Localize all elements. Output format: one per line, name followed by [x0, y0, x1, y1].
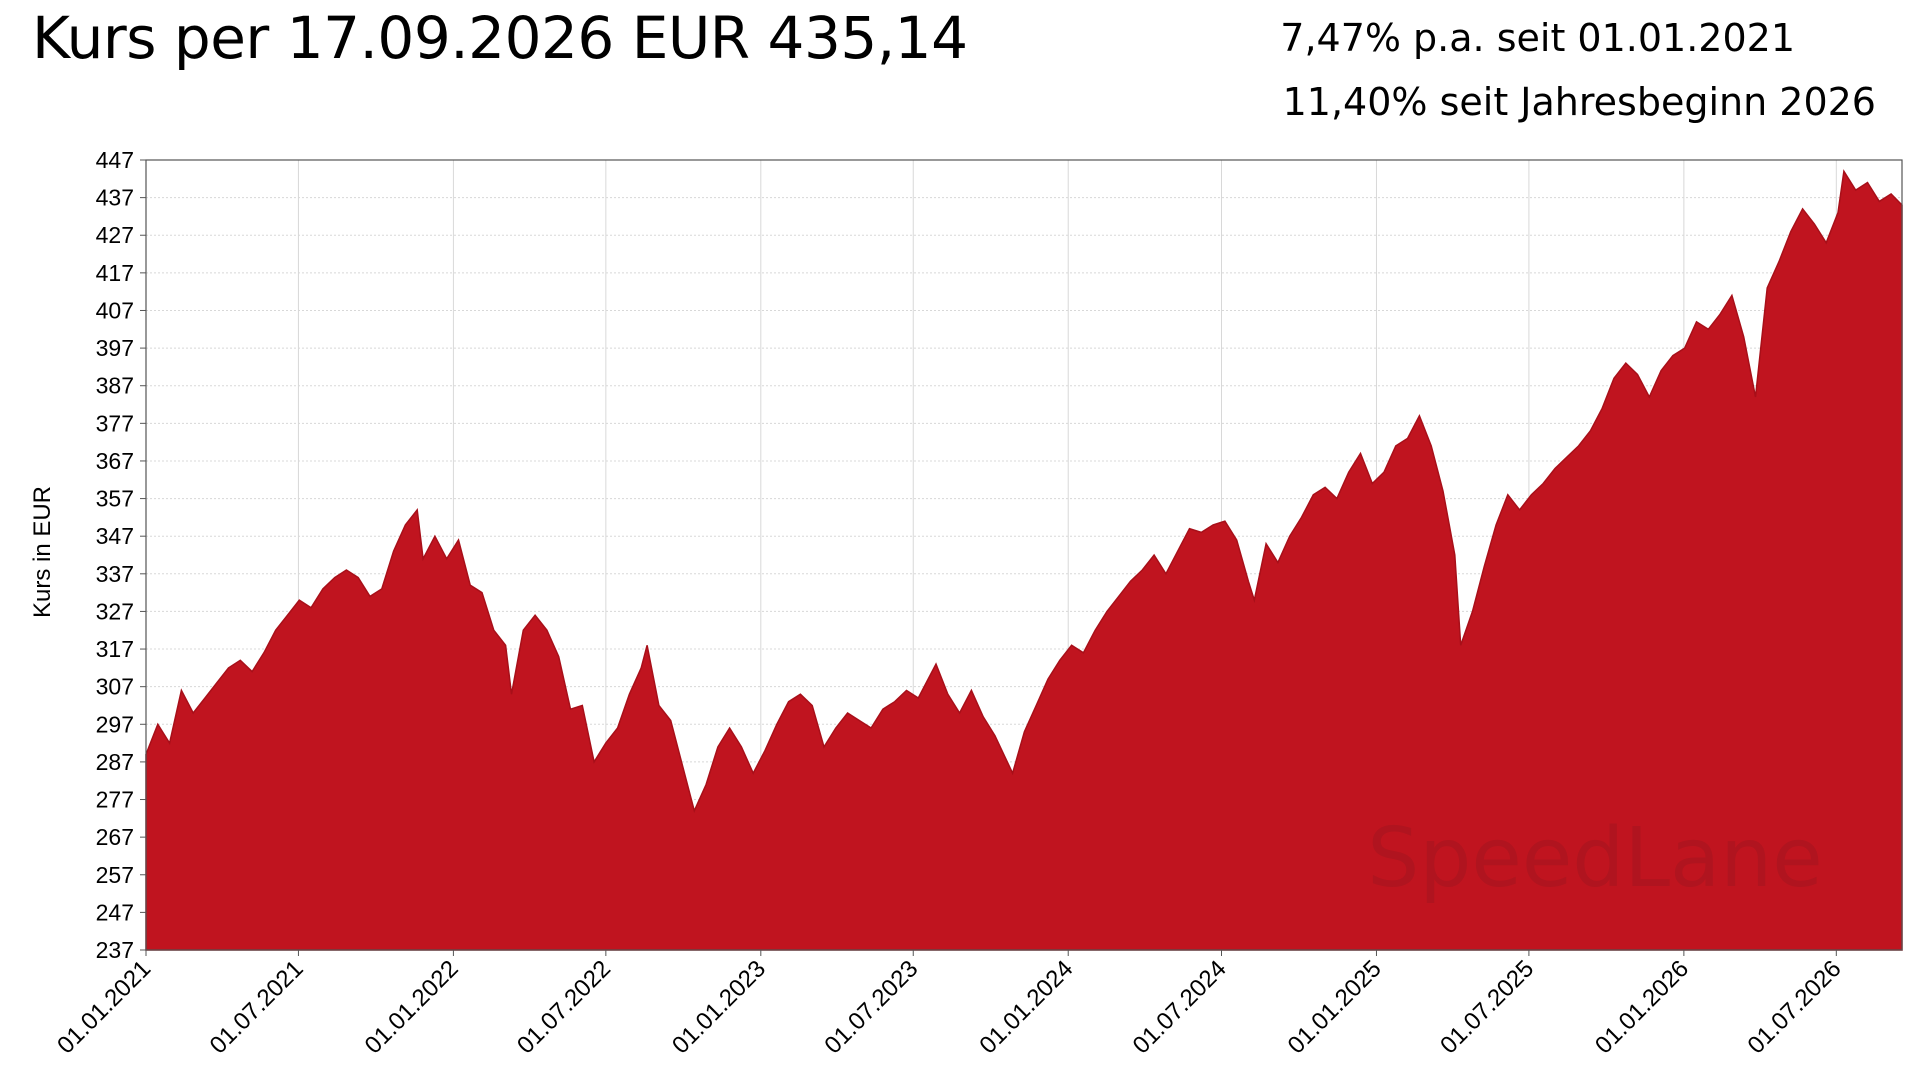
- x-tick-label: 01.07.2022: [512, 955, 616, 1059]
- y-tick-label: 357: [96, 486, 134, 512]
- y-tick-label: 337: [96, 561, 134, 587]
- y-tick-label: 307: [96, 674, 134, 700]
- y-tick-label: 277: [96, 787, 134, 813]
- y-tick-label: 257: [96, 862, 134, 888]
- ytd-return-text: 11,40% seit Jahresbeginn 2026: [1282, 80, 1876, 124]
- y-axis-label: Kurs in EUR: [29, 486, 56, 618]
- x-tick-label: 01.07.2023: [819, 955, 923, 1059]
- price-area: [145, 169, 1903, 951]
- plot-border: [145, 159, 1903, 951]
- y-tick-label: 317: [96, 636, 134, 662]
- annual-return-text: 7,47% p.a. seit 01.01.2021: [1280, 16, 1795, 60]
- y-tick-label: 367: [96, 448, 134, 474]
- x-tick-label: 01.01.2025: [1283, 955, 1387, 1059]
- axes-frame: [145, 159, 1903, 951]
- y-tick-label: 347: [96, 523, 134, 549]
- y-tick-label: 287: [96, 749, 134, 775]
- y-tick-label: 297: [96, 711, 134, 737]
- y-tick-label: 437: [96, 185, 134, 211]
- chart-title: Kurs per 17.09.2026 EUR 435,14: [32, 4, 968, 72]
- y-tick-label: 237: [96, 937, 134, 963]
- y-tick-label: 327: [96, 598, 134, 624]
- y-tick-label: 377: [96, 410, 134, 436]
- y-tick-label: 417: [96, 260, 134, 286]
- x-tick-label: 01.07.2025: [1435, 955, 1539, 1059]
- x-tick-label: 01.07.2021: [205, 955, 309, 1059]
- y-tick-label: 447: [96, 147, 134, 173]
- x-tick-label: 01.07.2026: [1743, 955, 1847, 1059]
- x-tick-label: 01.01.2022: [360, 955, 464, 1059]
- y-tick-label: 387: [96, 373, 134, 399]
- x-axis-ticks: 01.01.2021 01.07.2021 01.01.2022 01.07.2022…: [52, 950, 1847, 1059]
- x-tick-label: 01.07.2024: [1128, 955, 1232, 1059]
- y-tick-label: 247: [96, 899, 134, 925]
- x-tick-label: 01.01.2023: [667, 955, 771, 1059]
- x-tick-label: 01.01.2021: [52, 955, 156, 1059]
- y-tick-label: 397: [96, 335, 134, 361]
- y-axis-ticks: 237 247 257 267 277 287 297 307 317 327 337 347 357 3…: [96, 147, 146, 963]
- x-tick-label: 01.01.2024: [974, 955, 1078, 1059]
- watermark-text: SpeedLane: [1367, 811, 1822, 906]
- y-tick-label: 427: [96, 222, 134, 248]
- y-tick-label: 267: [96, 824, 134, 850]
- y-tick-label: 407: [96, 297, 134, 323]
- x-tick-label: 01.01.2026: [1590, 955, 1694, 1059]
